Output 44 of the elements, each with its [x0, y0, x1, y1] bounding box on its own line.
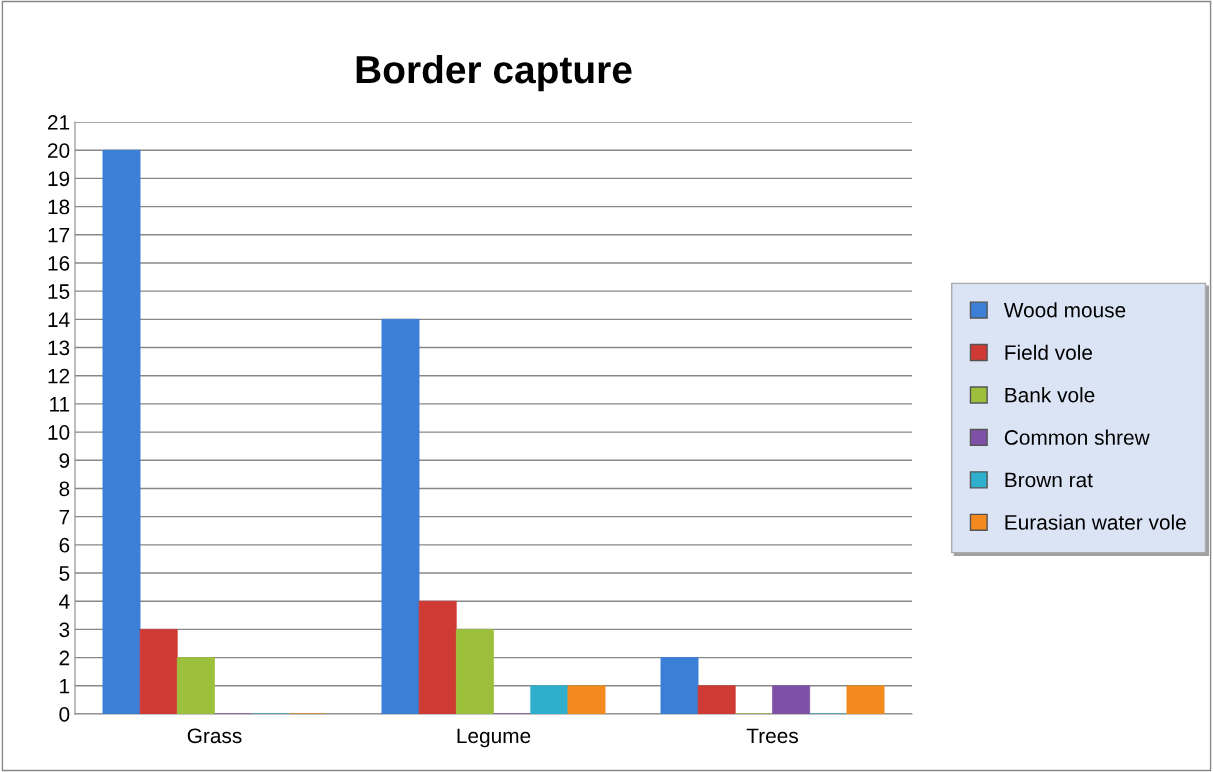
- bar: [102, 149, 141, 714]
- x-tick-label: Trees: [746, 728, 798, 744]
- y-tick-label: 15: [48, 284, 70, 299]
- bar: [660, 657, 699, 714]
- y-tick-label: 17: [48, 227, 70, 243]
- y-tick-label: 3: [59, 622, 70, 638]
- y-tick-label: 16: [48, 255, 70, 271]
- y-tick-label: 5: [59, 566, 70, 581]
- legend-label: Common shrew: [1004, 429, 1150, 445]
- x-tick-label: Legume: [457, 728, 531, 748]
- y-tick-label: 6: [59, 537, 70, 553]
- bar: [697, 685, 736, 714]
- legend-label: Field vole: [1005, 344, 1093, 360]
- y-tick-label: 1: [60, 679, 70, 694]
- bar: [772, 685, 811, 714]
- bar: [176, 657, 215, 714]
- x-tick-label: Grass: [187, 728, 242, 744]
- y-tick-label: 10: [48, 425, 70, 440]
- y-tick-label: 7: [59, 509, 70, 525]
- chart-title: Border capture: [356, 54, 632, 92]
- y-tick-label: 2: [59, 650, 70, 666]
- y-tick-label: 19: [48, 171, 70, 187]
- bar: [567, 685, 606, 714]
- bar: [455, 629, 494, 714]
- y-tick-label: 0: [59, 707, 70, 722]
- legend-label: Eurasian water vole: [1005, 514, 1186, 530]
- y-tick-label: 9: [59, 453, 70, 469]
- y-tick-label: 13: [48, 340, 70, 356]
- y-tick-label: 11: [50, 397, 70, 412]
- y-tick-label: 14: [48, 312, 70, 327]
- bar: [530, 685, 569, 714]
- y-tick-label: 12: [48, 368, 70, 384]
- bar: [418, 600, 457, 714]
- y-tick-label: 21: [48, 115, 70, 130]
- y-tick-label: 20: [48, 143, 70, 158]
- y-tick-label: 8: [59, 481, 70, 497]
- legend-label: Bank vole: [1005, 387, 1095, 403]
- bar: [381, 318, 420, 714]
- bar: [846, 685, 885, 714]
- legend-label: Brown rat: [1005, 472, 1093, 488]
- legend-label: Wood mouse: [1003, 302, 1126, 318]
- y-tick-label: 4: [59, 594, 70, 609]
- y-tick-label: 18: [48, 199, 70, 215]
- bar: [139, 629, 178, 714]
